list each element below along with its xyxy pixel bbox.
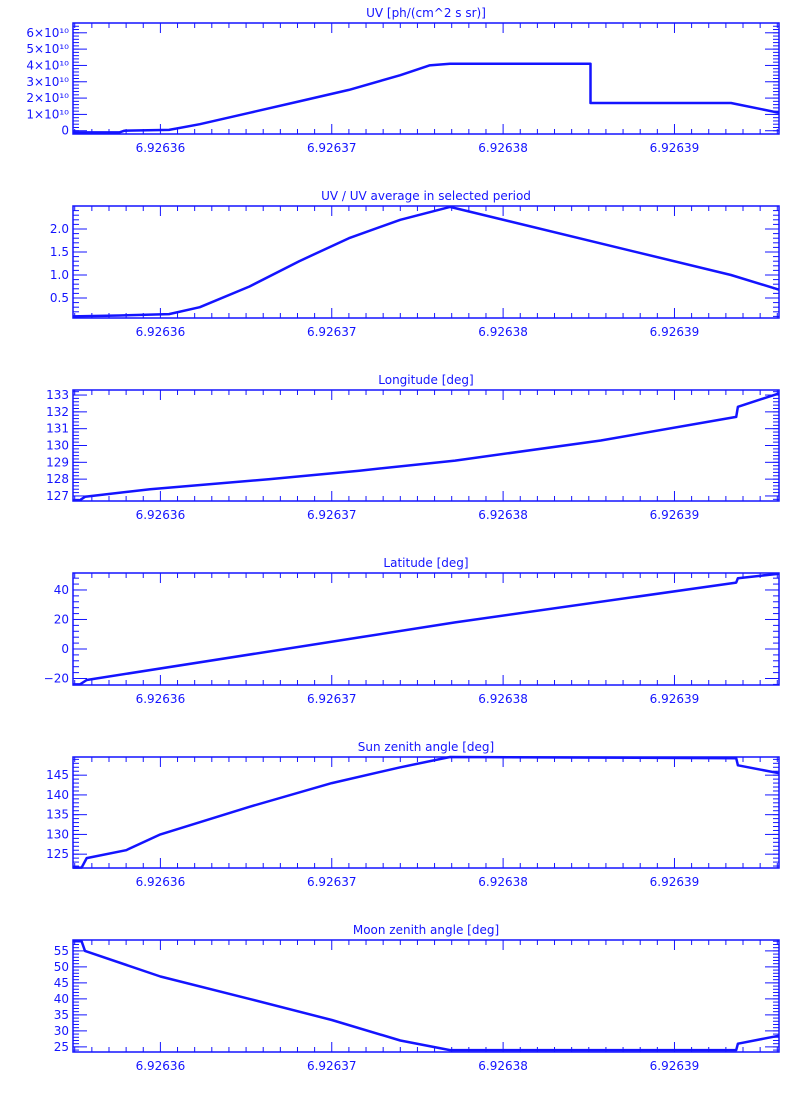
x-tick-label: 6.92637 — [307, 141, 357, 155]
y-tick-label: 30 — [54, 1024, 69, 1038]
data-line — [73, 940, 780, 1052]
y-tick-label: 2×10¹⁰ — [26, 91, 69, 105]
plot-frame — [72, 205, 780, 319]
plot-panel-4: Latitude [deg] 6.92636 6.92637 6.92638 6.926… — [44, 556, 780, 706]
y-tick-label: 145 — [46, 768, 69, 782]
x-tick-label: 6.92636 — [136, 875, 186, 889]
y-tick-label: 45 — [54, 976, 69, 990]
x-tick-label: 6.92636 — [136, 325, 186, 339]
x-tick-label: 6.92638 — [478, 1059, 528, 1073]
y-tick-label: 3×10¹⁰ — [26, 75, 69, 89]
x-tick-label: 6.92637 — [307, 508, 357, 522]
y-tick-label: 1.5 — [50, 245, 69, 259]
plot-title: UV / UV average in selected period — [321, 189, 531, 203]
y-tick-label: 5×10¹⁰ — [26, 42, 69, 56]
x-tick-label: 6.92637 — [307, 325, 357, 339]
x-tick-label: 6.92638 — [478, 692, 528, 706]
plot-panel-1: UV [ph/(cm^2 s sr)] 6.92636 6.92637 6.92638… — [26, 6, 780, 155]
x-tick-label: 6.92637 — [307, 692, 357, 706]
data-line — [73, 572, 780, 686]
y-tick-label: 6×10¹⁰ — [26, 26, 69, 40]
y-tick-label: 125 — [46, 847, 69, 861]
plot-title: Sun zenith angle [deg] — [358, 740, 494, 754]
x-tick-label: 6.92638 — [478, 508, 528, 522]
plot-frame — [72, 572, 780, 686]
y-tick-label: −20 — [44, 672, 69, 686]
y-tick-label: 35 — [54, 1008, 69, 1022]
x-tick-label: 6.92639 — [650, 508, 700, 522]
x-tick-label: 6.92637 — [307, 875, 357, 889]
y-tick-label: 132 — [46, 405, 69, 419]
plot-title: Longitude [deg] — [378, 373, 473, 387]
plot-panel-5: Sun zenith angle [deg] 6.92636 6.92637 6.92… — [46, 740, 780, 889]
y-tick-label: 140 — [46, 788, 69, 802]
plot-frame — [72, 22, 780, 135]
data-line — [73, 755, 780, 869]
y-tick-label: 40 — [54, 992, 69, 1006]
y-tick-label: 133 — [46, 388, 69, 402]
plot-title: UV [ph/(cm^2 s sr)] — [366, 6, 486, 20]
data-line — [73, 62, 780, 134]
data-line — [72, 205, 780, 318]
plot-panel-3: Longitude [deg] 6.92636 6.92637 6.92638 6.92… — [46, 373, 780, 522]
plot-frame — [72, 939, 780, 1053]
y-tick-label: 25 — [54, 1040, 69, 1054]
plot-panel-2: UV / UV average in selected period 6.9263… — [50, 189, 780, 339]
plot-frame — [72, 389, 780, 502]
y-tick-label: 131 — [46, 422, 69, 436]
x-tick-label: 6.92638 — [478, 875, 528, 889]
x-tick-label: 6.92639 — [650, 1059, 700, 1073]
y-tick-label: 0 — [61, 124, 69, 138]
y-tick-label: 20 — [54, 612, 69, 626]
y-tick-label: 40 — [54, 583, 69, 597]
y-tick-label: 2.0 — [50, 222, 69, 236]
data-line — [73, 392, 780, 502]
y-tick-label: 50 — [54, 960, 69, 974]
x-tick-label: 6.92638 — [478, 325, 528, 339]
x-tick-label: 6.92639 — [650, 325, 700, 339]
x-tick-label: 6.92639 — [650, 692, 700, 706]
x-tick-label: 6.92638 — [478, 141, 528, 155]
y-tick-label: 0 — [61, 642, 69, 656]
plot-panel-6: Moon zenith angle [deg] 6.92636 6.92637 6.9… — [54, 923, 780, 1073]
x-tick-label: 6.92636 — [136, 508, 186, 522]
plot-title: Latitude [deg] — [383, 556, 468, 570]
plot-title: Moon zenith angle [deg] — [353, 923, 499, 937]
y-tick-label: 129 — [46, 455, 69, 469]
y-tick-label: 135 — [46, 808, 69, 822]
x-tick-label: 6.92637 — [307, 1059, 357, 1073]
x-tick-label: 6.92639 — [650, 875, 700, 889]
x-tick-label: 6.92636 — [136, 141, 186, 155]
y-tick-label: 130 — [46, 827, 69, 841]
x-tick-label: 6.92639 — [650, 141, 700, 155]
y-tick-label: 127 — [46, 489, 69, 503]
plot-frame — [72, 756, 780, 869]
y-tick-label: 4×10¹⁰ — [26, 58, 69, 72]
y-tick-label: 1.0 — [50, 268, 69, 282]
y-tick-label: 0.5 — [50, 291, 69, 305]
y-tick-label: 130 — [46, 439, 69, 453]
x-tick-label: 6.92636 — [136, 692, 186, 706]
y-tick-label: 128 — [46, 472, 69, 486]
y-tick-label: 55 — [54, 944, 69, 958]
y-tick-label: 1×10¹⁰ — [26, 107, 69, 121]
x-tick-label: 6.92636 — [136, 1059, 186, 1073]
